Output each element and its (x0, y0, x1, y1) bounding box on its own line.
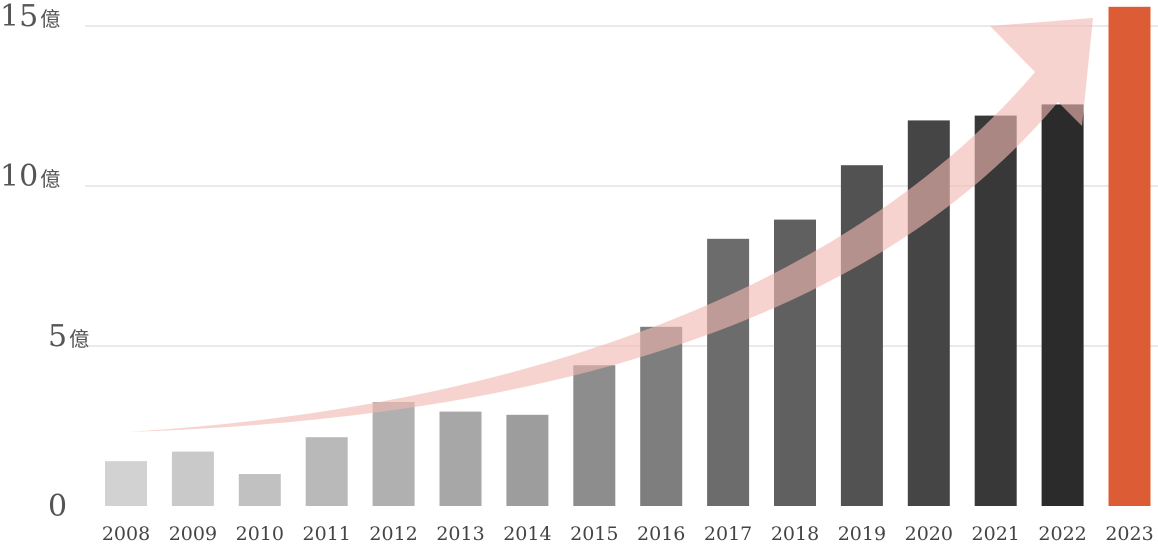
bar-2021 (974, 115, 1017, 506)
x-tick-label-2022: 2022 (1038, 523, 1086, 545)
trend-arrow (128, 18, 1093, 432)
x-tick-label-2013: 2013 (436, 523, 484, 545)
bar-2016 (640, 326, 683, 506)
x-tick-label-2008: 2008 (102, 523, 150, 545)
x-tick-label-2019: 2019 (838, 523, 886, 545)
x-tick-label-2023: 2023 (1105, 523, 1153, 545)
bar-2017 (707, 238, 750, 507)
bars (105, 6, 1151, 507)
x-tick-label-2021: 2021 (972, 523, 1020, 545)
x-tick-label-2010: 2010 (236, 523, 284, 545)
bar-2011 (305, 437, 348, 506)
bar-2013 (439, 411, 482, 506)
x-axis-ticks: 2008 2009 2010 2011 2012 2013 2014 2015 2016 2017… (102, 523, 1154, 545)
y-tick-label-0: 0 (48, 489, 67, 524)
x-tick-label-2020: 2020 (905, 523, 953, 545)
bar-2022 (1041, 104, 1084, 507)
y-tick-label-10: 10 億 (0, 159, 60, 194)
x-tick-label-2016: 2016 (637, 523, 685, 545)
bar-2010 (238, 474, 281, 506)
x-tick-label-2014: 2014 (503, 523, 551, 545)
trend-arrow-shape (128, 18, 1093, 432)
bar-2015 (573, 365, 616, 506)
x-tick-label-2018: 2018 (771, 523, 819, 545)
bar-2012 (372, 402, 415, 506)
x-tick-label-2011: 2011 (303, 523, 351, 545)
x-tick-label-2012: 2012 (369, 523, 417, 545)
x-tick-label-2015: 2015 (570, 523, 618, 545)
x-tick-label-2017: 2017 (704, 523, 752, 545)
y-tick-label-15: 15 億 (0, 0, 60, 34)
bar-2023 (1108, 6, 1151, 507)
bar-2014 (506, 414, 549, 506)
bar-2008 (105, 461, 147, 506)
y-axis-ticks: 0 5 億 10 億 15 億 (0, 0, 89, 524)
x-tick-label-2009: 2009 (169, 523, 217, 545)
bar-2009 (171, 451, 214, 506)
